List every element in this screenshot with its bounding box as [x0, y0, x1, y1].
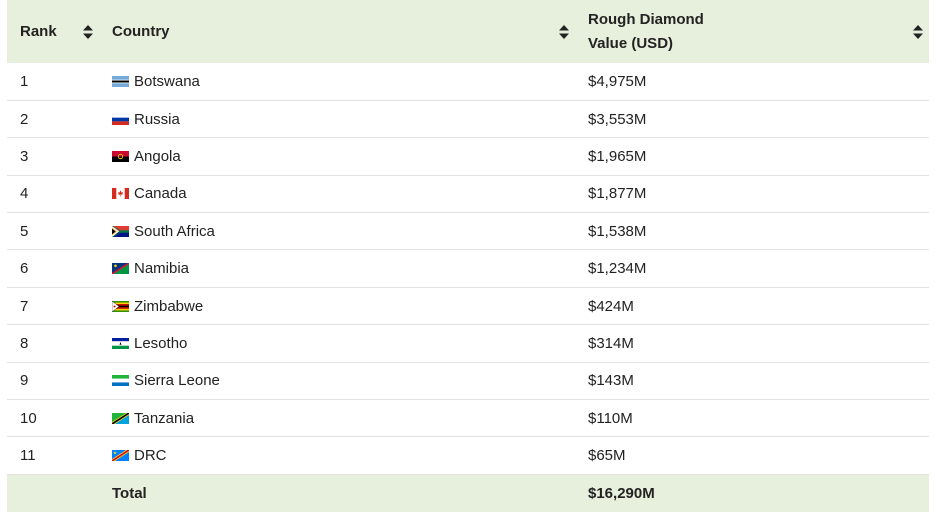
- table-row: 1 Botswana $4,975M: [7, 63, 929, 101]
- country-name: Russia: [134, 110, 180, 128]
- country-name: South Africa: [134, 222, 215, 240]
- country-cell: Namibia: [99, 250, 575, 287]
- rank-cell: 8: [20, 334, 29, 352]
- country-name: Canada: [134, 185, 187, 203]
- sort-icon[interactable]: [83, 24, 93, 39]
- table-row: 4 Canada $1,877M: [7, 175, 929, 213]
- country-cell: Tanzania: [99, 400, 575, 437]
- value-cell: $1,538M: [588, 222, 647, 240]
- tanzania-flag-icon: [112, 412, 129, 424]
- country-cell: Zimbabwe: [99, 287, 575, 324]
- angola-flag-icon: [112, 150, 129, 162]
- country-cell: Sierra Leone: [99, 362, 575, 399]
- total-label: Total: [112, 485, 147, 503]
- table-row: 7 Zimbabwe $424M: [7, 287, 929, 325]
- rank-cell: 2: [20, 110, 29, 128]
- rank-cell: 9: [20, 372, 29, 390]
- country-name: Lesotho: [134, 334, 188, 352]
- table-row: 3 Angola $1,965M: [7, 138, 929, 176]
- lesotho-flag-icon: [112, 337, 129, 349]
- total-rank-cell: [7, 474, 99, 512]
- rank-cell: 10: [20, 409, 37, 427]
- country-name: Zimbabwe: [134, 297, 204, 315]
- rank-cell: 5: [20, 222, 29, 240]
- russia-flag-icon: [112, 113, 129, 125]
- country-cell: Canada: [99, 175, 575, 212]
- canada-flag-icon: [112, 188, 129, 200]
- rank-cell: 3: [20, 147, 29, 165]
- table-row: 5 South Africa $1,538M: [7, 213, 929, 250]
- country-cell: DRC: [99, 437, 575, 474]
- rank-cell: 4: [20, 185, 29, 203]
- diamond-table-container: Rank Country Rough Diamond Value (USD): [7, 0, 929, 513]
- value-cell: $143M: [588, 372, 634, 390]
- diamond-production-table: Rank Country Rough Diamond Value (USD): [7, 0, 929, 513]
- country-name: Tanzania: [134, 409, 195, 427]
- zimbabwe-flag-icon: [112, 300, 129, 312]
- value-cell: $65M: [588, 447, 626, 465]
- rank-cell: 6: [20, 260, 29, 278]
- rank-cell: 1: [20, 72, 29, 90]
- country-cell: Angola: [99, 138, 575, 175]
- value-cell: $110M: [588, 409, 633, 427]
- south-africa-flag-icon: [112, 225, 129, 237]
- column-header-rank-label: Rank: [20, 22, 57, 40]
- column-header-country[interactable]: Country: [99, 0, 575, 63]
- table-row: 11 DRC $65M: [7, 437, 929, 475]
- sort-icon[interactable]: [559, 24, 569, 39]
- country-cell: Botswana: [99, 63, 575, 100]
- rank-cell: 11: [20, 447, 36, 465]
- table-row: 10 Tanzania $110M: [7, 400, 929, 437]
- sort-icon[interactable]: [913, 24, 923, 39]
- table-row: 9 Sierra Leone $143M: [7, 362, 929, 400]
- country-cell: South Africa: [99, 213, 575, 250]
- value-cell: $3,553M: [588, 110, 647, 128]
- table-row: 2 Russia $3,553M: [7, 100, 929, 138]
- total-value: $16,290M: [588, 485, 655, 503]
- country-cell: Lesotho: [99, 325, 575, 362]
- botswana-flag-icon: [112, 75, 129, 87]
- value-cell: $1,965M: [588, 147, 647, 165]
- sierra-leone-flag-icon: [112, 375, 129, 387]
- value-cell: $1,877M: [588, 185, 647, 203]
- table-row: 6 Namibia $1,234M: [7, 250, 929, 288]
- country-cell: Russia: [99, 100, 575, 137]
- country-name: Angola: [134, 147, 181, 165]
- namibia-flag-icon: [112, 263, 129, 275]
- country-name: Botswana: [134, 72, 200, 90]
- column-header-value-label-line1: Rough Diamond: [588, 10, 704, 28]
- table-header-row: Rank Country Rough Diamond Value (USD): [7, 0, 929, 63]
- country-name: DRC: [134, 447, 167, 465]
- column-header-country-label: Country: [112, 22, 170, 40]
- value-cell: $314M: [588, 334, 634, 352]
- drc-flag-icon: [112, 450, 129, 462]
- rank-cell: 7: [20, 297, 29, 315]
- table-row: 8 Lesotho $314M: [7, 325, 929, 363]
- country-name: Namibia: [134, 260, 190, 278]
- column-header-value-label-line2: Value (USD): [588, 34, 674, 52]
- table-total-row: Total $16,290M: [7, 474, 929, 513]
- value-cell: $424M: [588, 297, 634, 315]
- country-name: Sierra Leone: [134, 372, 220, 390]
- value-cell: $1,234M: [588, 260, 647, 278]
- column-header-rank[interactable]: Rank: [7, 0, 99, 63]
- value-cell: $4,975M: [588, 72, 647, 90]
- column-header-value[interactable]: Rough Diamond Value (USD): [575, 0, 929, 63]
